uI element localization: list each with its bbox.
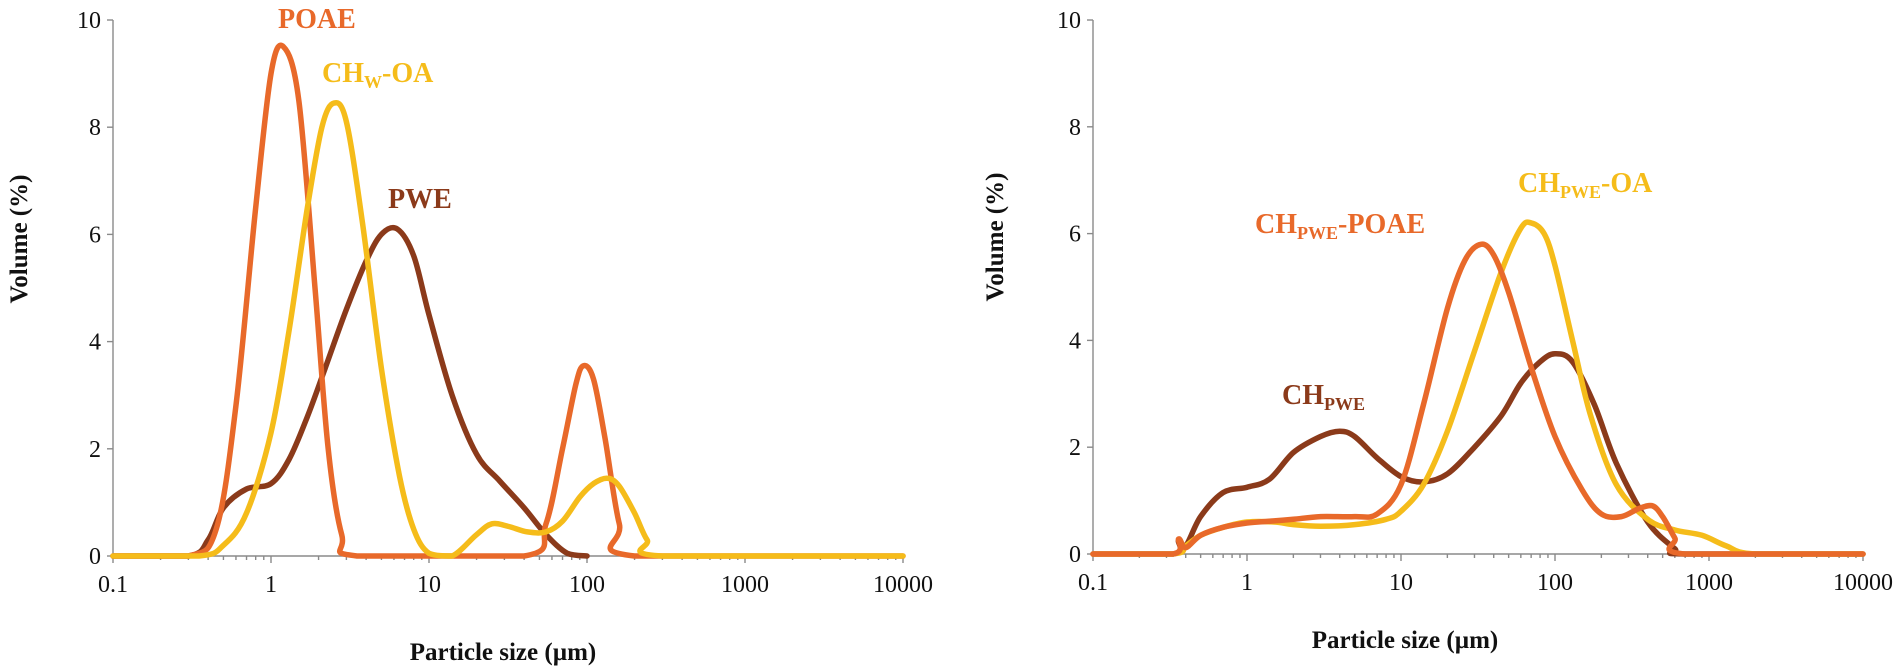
right-series-chpwe	[1090, 351, 1866, 557]
right-annotation-chpwe-poae-main: CH	[1255, 209, 1297, 240]
left-series-pwe	[110, 224, 590, 559]
right-x-tick-label: 10000	[1833, 570, 1893, 596]
right-x-tick-label: 1000	[1685, 570, 1733, 596]
right-y-tick-label: 2	[1069, 435, 1081, 461]
right-annotation-chpwe-poae: CHPWE-POAE	[1255, 209, 1425, 243]
left-x-tick-label: 100	[569, 572, 605, 598]
right-annotation-chpwe-sub: PWE	[1324, 394, 1365, 414]
right-annotation-chpwe-oa-tail: -OA	[1601, 168, 1653, 199]
right-annotation-chpwe: CHPWE	[1282, 380, 1365, 414]
left-annotation-chw-oa-main: CH	[322, 58, 364, 89]
left-x-tick-label: 1000	[721, 572, 769, 598]
right-annotation-chpwe-poae-sub: PWE	[1297, 223, 1338, 243]
right-series-chpwe_poae	[1090, 241, 1866, 557]
left-series-chw_oa	[110, 100, 906, 559]
right-annotation-chpwe-oa-sub: PWE	[1560, 182, 1601, 202]
right-x-tick-label: 10	[1389, 570, 1413, 596]
left-annotation-poae: POAE	[278, 4, 356, 35]
right-chart-ylabel: Volume (%)	[982, 173, 1009, 302]
left-chart-xlabel: Particle size (µm)	[410, 639, 597, 666]
right-annotation-chpwe-poae-tail: -POAE	[1338, 209, 1425, 240]
left-y-tick-label: 10	[77, 8, 101, 34]
left-series-poae	[110, 42, 906, 559]
right-annotation-chpwe-oa: CHPWE-OA	[1518, 168, 1653, 202]
right-x-tick-label: 100	[1537, 570, 1573, 596]
left-y-tick-label: 2	[89, 437, 101, 463]
left-chart-ylabel: Volume (%)	[6, 175, 33, 304]
left-annotation-pwe-text: PWE	[388, 184, 452, 215]
right-chart-xlabel: Particle size (µm)	[1312, 627, 1499, 654]
right-y-tick-label: 0	[1069, 542, 1081, 568]
left-annotation-chw-oa-tail: -OA	[382, 58, 434, 89]
right-y-tick-label: 10	[1057, 8, 1081, 34]
left-chart-series	[110, 42, 906, 559]
left-y-tick-label: 6	[89, 222, 101, 248]
left-y-tick-label: 8	[89, 115, 101, 141]
right-annotation-chpwe-oa-main: CH	[1518, 168, 1560, 199]
left-x-tick-label: 0.1	[98, 572, 128, 598]
left-x-tick-label: 1	[265, 572, 277, 598]
left-chart: 0 2 4 6 8 10 0.1 1 10 100 1000 10000 Particle size …	[6, 4, 933, 666]
left-chart-axes: 0 2 4 6 8 10 0.1 1 10 100 1000 10000	[77, 8, 933, 598]
right-chart-series	[1090, 219, 1866, 557]
right-chart-axes: 0 2 4 6 8 10 0.1 1 10 100 1000 10000	[1057, 8, 1893, 596]
right-x-tick-label: 1	[1241, 570, 1253, 596]
right-x-tick-label: 0.1	[1078, 570, 1108, 596]
left-y-tick-label: 4	[89, 330, 101, 356]
left-annotation-chw-oa: CHW-OA	[322, 58, 434, 92]
left-annotation-chw-oa-sub: W	[364, 72, 382, 92]
right-annotation-chpwe-main: CH	[1282, 380, 1324, 411]
right-y-tick-label: 6	[1069, 222, 1081, 248]
left-annotation-pwe: PWE	[388, 184, 452, 215]
right-y-tick-label: 4	[1069, 328, 1081, 354]
left-x-tick-label: 10	[417, 572, 441, 598]
right-chart: 0 2 4 6 8 10 0.1 1 10 100 1000 10000 Particle size …	[982, 8, 1893, 654]
left-annotation-poae-text: POAE	[278, 4, 356, 35]
left-y-tick-label: 0	[89, 544, 101, 570]
left-x-tick-label: 10000	[873, 572, 933, 598]
right-y-tick-label: 8	[1069, 115, 1081, 141]
